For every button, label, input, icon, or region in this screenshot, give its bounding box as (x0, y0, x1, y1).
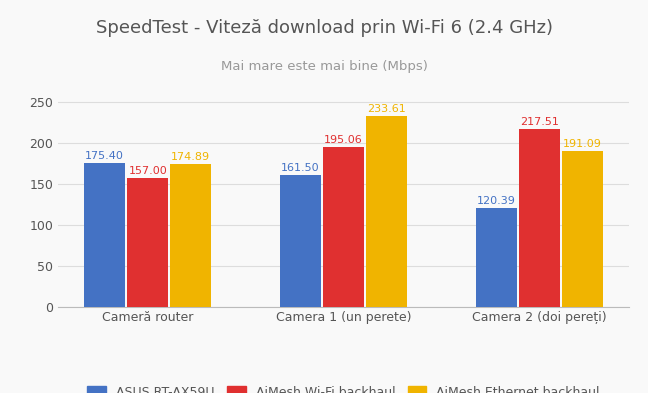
Text: 191.09: 191.09 (562, 138, 601, 149)
Bar (562, 151, 603, 307)
Text: 175.40: 175.40 (86, 151, 124, 162)
Bar (323, 147, 364, 307)
Bar (280, 175, 321, 307)
Text: SpeedTest - Viteză download prin Wi-Fi 6 (2.4 GHz): SpeedTest - Viteză download prin Wi-Fi 6… (95, 18, 553, 37)
Text: 157.00: 157.00 (128, 166, 167, 176)
Text: 174.89: 174.89 (171, 152, 211, 162)
Bar (518, 129, 560, 307)
Text: 217.51: 217.51 (520, 117, 559, 127)
Text: 233.61: 233.61 (367, 104, 406, 114)
Text: 120.39: 120.39 (477, 196, 516, 206)
Bar (127, 178, 168, 307)
Bar (366, 116, 407, 307)
Legend: ASUS RT-AX59U, AiMesh Wi-Fi backhaul, AiMesh Ethernet backhaul: ASUS RT-AX59U, AiMesh Wi-Fi backhaul, Ai… (82, 381, 605, 393)
Text: 161.50: 161.50 (281, 163, 319, 173)
Bar (84, 163, 125, 307)
Bar (170, 164, 211, 307)
Bar (476, 208, 516, 307)
Text: Mai mare este mai bine (Mbps): Mai mare este mai bine (Mbps) (220, 60, 428, 73)
Text: 195.06: 195.06 (324, 135, 363, 145)
